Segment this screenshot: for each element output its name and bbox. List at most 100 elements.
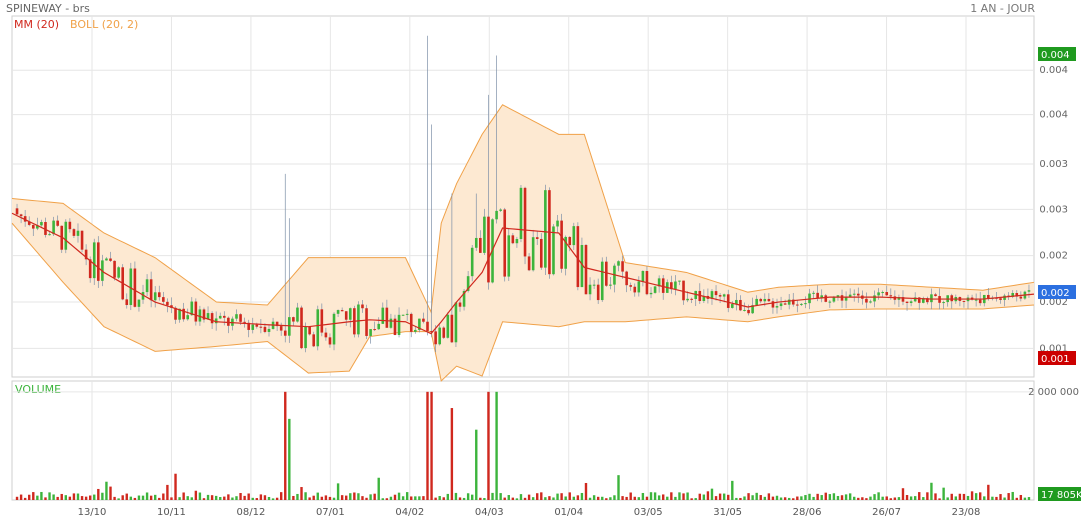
candle-body [479, 237, 482, 253]
candle-body [791, 299, 795, 305]
candle-body [690, 298, 693, 300]
candle-body [418, 318, 421, 330]
candle-body [1019, 296, 1023, 299]
candle-body [686, 298, 689, 301]
volume-panel-label: VOLUME [15, 383, 62, 396]
candle-body [1015, 292, 1019, 297]
badge-high-bg [1038, 47, 1076, 61]
y-tick-label: 0.002 [1039, 297, 1068, 308]
candle-body [296, 307, 299, 322]
candle-body [926, 298, 929, 303]
volume-bar [275, 497, 279, 500]
volume-bar [1019, 494, 1023, 500]
volume-bar [349, 493, 352, 500]
volume-bar [284, 391, 287, 500]
volume-bar [922, 497, 925, 500]
candle-body [68, 221, 72, 230]
x-tick-label: 23/08 [952, 507, 981, 518]
candle-body [909, 301, 913, 303]
candle-body [422, 318, 425, 322]
volume-bar [304, 492, 307, 500]
candle-body [507, 235, 511, 277]
candle-body [844, 297, 848, 301]
volume-bar [934, 493, 937, 500]
moving-average-line [11, 212, 1035, 335]
candle-body [145, 279, 149, 293]
volume-bar [466, 493, 470, 500]
candle-body [718, 295, 722, 297]
candle-body [710, 291, 714, 299]
candle-body [625, 271, 628, 286]
candle-body [812, 292, 815, 294]
volume-bar [731, 480, 734, 500]
candle-body [661, 278, 665, 293]
candle-body [312, 334, 316, 347]
candle-body [267, 328, 271, 332]
volume-bar [121, 495, 124, 500]
volume-bar [454, 492, 458, 500]
candle-body [36, 225, 39, 229]
period-label[interactable]: 1 AN - JOUR [970, 2, 1035, 15]
volume-bar [787, 497, 791, 500]
candle-body [466, 276, 470, 291]
candle-body [357, 304, 360, 335]
volume-bar [519, 494, 523, 500]
volume-bar [848, 493, 852, 500]
volume-bar [649, 492, 653, 500]
candle-body [332, 313, 336, 345]
candle-body [987, 294, 990, 299]
candle-body [92, 242, 96, 279]
candle-body [458, 302, 462, 307]
volume-bar [158, 497, 161, 500]
volume-bar [369, 494, 372, 500]
volume-bar [401, 496, 405, 500]
candle-body [288, 317, 291, 336]
candle-body [885, 292, 889, 296]
volume-bar [548, 496, 551, 500]
volume-bar [426, 391, 429, 500]
candle-body [735, 299, 738, 305]
candle-body [637, 281, 641, 293]
candle-body [109, 258, 112, 261]
volume-bar [735, 497, 738, 500]
candle-body [678, 280, 681, 282]
volume-bar [605, 498, 608, 500]
candle-body [194, 301, 198, 322]
volume-bar [511, 497, 515, 500]
candle-body [804, 303, 807, 305]
candle-body [840, 295, 844, 301]
badge-volume-bg [1038, 487, 1081, 501]
volume-bar [857, 497, 860, 500]
candle-body [503, 209, 507, 277]
volume-bar [162, 493, 165, 500]
volume-bar [263, 495, 267, 500]
candle-body [279, 326, 283, 331]
volume-bar [328, 496, 332, 500]
volume-bar [885, 496, 888, 500]
volume-bar [113, 496, 116, 500]
volume-bar [393, 494, 397, 500]
volume-bar [580, 492, 584, 500]
candle-body [206, 313, 210, 320]
volume-bar [739, 497, 742, 500]
badge-low-bg [1038, 351, 1076, 365]
volume-bar [422, 496, 425, 500]
volume-bar [909, 496, 913, 500]
volume-bar [133, 497, 137, 500]
volume-bar [783, 497, 787, 500]
candle-body [483, 216, 486, 253]
candle-body [324, 332, 328, 338]
candle-body [922, 298, 925, 303]
candle-body [373, 329, 376, 331]
candle-body [942, 302, 945, 304]
volume-bar [966, 495, 970, 500]
bollinger-band [11, 104, 1035, 382]
volume-bar [690, 498, 693, 500]
volume-bar [877, 492, 880, 500]
candle-body [446, 314, 450, 338]
candle-body [361, 304, 364, 309]
candle-body [523, 187, 527, 257]
candle-body [869, 301, 872, 303]
candle-body [84, 249, 88, 260]
